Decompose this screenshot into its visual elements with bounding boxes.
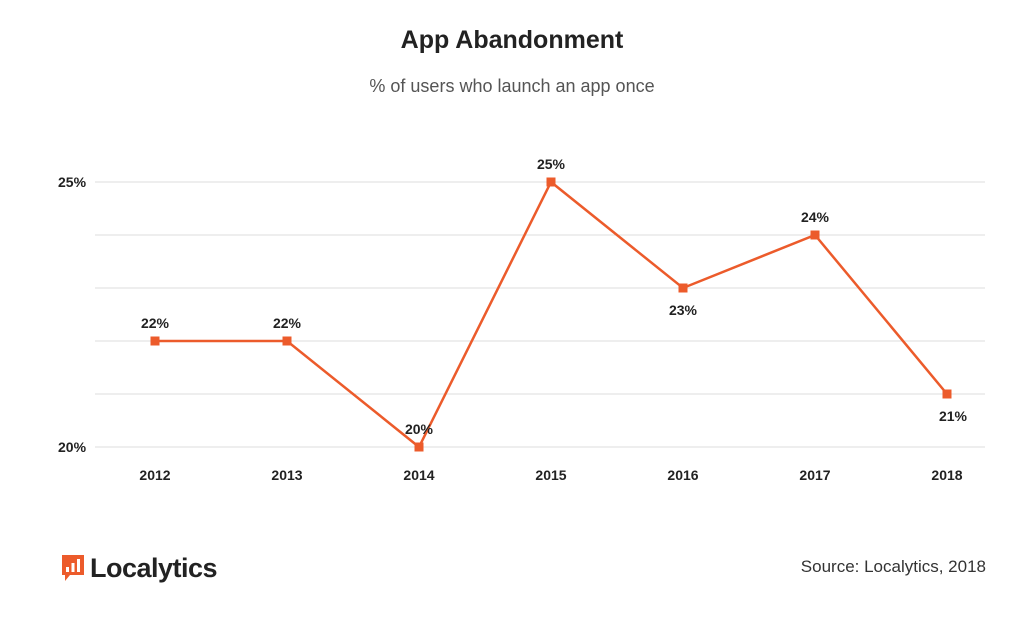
x-tick-label: 2012 <box>139 467 170 483</box>
data-label: 21% <box>939 408 968 424</box>
data-point-marker <box>546 177 556 187</box>
x-tick-label: 2013 <box>271 467 302 483</box>
chart-subtitle: % of users who launch an app once <box>369 76 655 96</box>
data-labels: 22% 22% 20% 25% 23% 24% 21% <box>141 156 968 437</box>
logo-wordmark: Localytics <box>90 552 218 583</box>
data-label: 25% <box>537 156 566 172</box>
data-point-marker <box>150 336 160 346</box>
x-tick-label: 2016 <box>667 467 698 483</box>
data-label: 20% <box>405 421 434 437</box>
data-point-marker <box>414 442 424 452</box>
x-tick-label: 2017 <box>799 467 830 483</box>
x-tick-label: 2014 <box>403 467 434 483</box>
chart-title: App Abandonment <box>400 26 624 54</box>
source-note: Source: Localytics, 2018 <box>800 557 986 576</box>
y-tick-label: 25% <box>58 174 87 190</box>
data-label: 23% <box>669 302 698 318</box>
localytics-logo-icon <box>62 555 84 581</box>
series-markers <box>150 177 952 452</box>
data-label: 22% <box>141 315 170 331</box>
y-tick-label: 20% <box>58 439 87 455</box>
data-point-marker <box>282 336 292 346</box>
localytics-logo: Localytics <box>62 551 218 585</box>
x-axis-ticks: 2012 2013 2014 2015 2016 2017 2018 <box>139 467 962 483</box>
x-tick-label: 2018 <box>931 467 962 483</box>
data-point-marker <box>810 230 820 240</box>
data-label: 24% <box>801 209 830 225</box>
y-axis-ticks: 25% 20% <box>58 174 87 455</box>
data-point-marker <box>942 389 952 399</box>
x-tick-label: 2015 <box>535 467 566 483</box>
data-point-marker <box>678 283 688 293</box>
gridlines <box>95 181 985 448</box>
data-label: 22% <box>273 315 302 331</box>
